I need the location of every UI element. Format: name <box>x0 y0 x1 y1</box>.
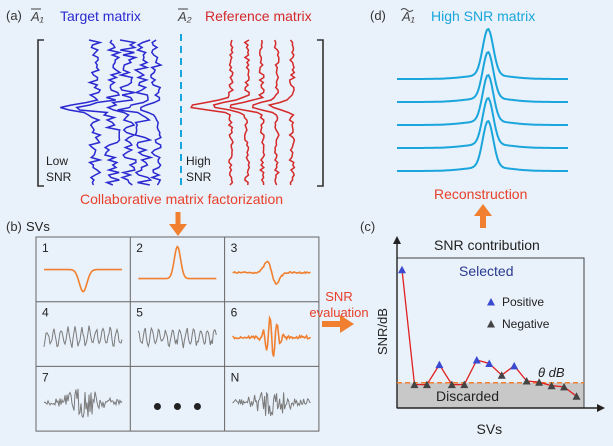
negative-point <box>422 380 431 389</box>
negative-point <box>560 382 569 391</box>
highsnr-trace <box>397 119 568 172</box>
panel-c-label: (c) <box>360 219 375 234</box>
down-arrow-head <box>169 224 187 236</box>
threshold-label: θ dB <box>538 365 565 380</box>
reconstruction-label: Reconstruction <box>434 186 527 202</box>
selected-label: Selected <box>459 263 513 279</box>
target-traces <box>60 39 164 186</box>
sv-trace <box>232 391 311 416</box>
factorization-label: Collaborative matrix factorization <box>80 191 283 207</box>
high-snr-label-1: High <box>186 154 211 168</box>
highsnr-title: High SNR matrix <box>431 8 535 24</box>
negative-point <box>522 377 531 385</box>
sv-trace <box>44 268 122 293</box>
y-axis-label: SNR/dB <box>375 308 390 355</box>
ellipsis-dot <box>153 403 161 411</box>
negative-point <box>535 378 544 386</box>
sv-trace <box>232 315 312 357</box>
highsnr-symbol-tilde <box>400 8 414 12</box>
target-trace <box>75 39 123 186</box>
panel-d-label: (d) <box>370 8 386 23</box>
panel-a-label: (a) <box>6 8 22 23</box>
sv-grid: 1 2 3 4 5 6 7 N <box>35 236 320 432</box>
reference-trace <box>190 39 235 186</box>
sv-grid-frame <box>35 236 320 432</box>
positive-point <box>397 265 406 274</box>
reference-trace <box>251 39 280 186</box>
target-symbol: A₁ <box>30 9 44 24</box>
positive-point <box>485 359 494 367</box>
low-snr-label-1: Low <box>46 154 68 168</box>
legend-positive-label: Positive <box>502 295 544 309</box>
sv-index-label: 6 <box>231 306 238 320</box>
negative-point <box>410 380 419 389</box>
positive-point <box>472 355 481 364</box>
positive-point <box>435 360 444 369</box>
highsnr-trace <box>397 27 568 80</box>
reference-symbol: A₂ <box>177 9 192 24</box>
reference-trace <box>229 39 266 186</box>
target-trace <box>140 39 164 186</box>
up-arrow-head <box>474 204 492 216</box>
sv-trace <box>43 388 123 419</box>
left-bracket <box>37 39 44 187</box>
snr-evaluation-label-1: SNR <box>325 289 352 304</box>
sv-trace <box>138 245 217 280</box>
sv-trace <box>43 325 123 348</box>
right-bracket <box>317 39 324 187</box>
x-axis-label: SVs <box>477 421 503 437</box>
legend-negative-label: Negative <box>502 317 550 331</box>
high-snr-label-2: SNR <box>186 170 212 184</box>
sv-index-label: 1 <box>42 241 49 255</box>
highsnr-trace <box>397 73 568 126</box>
right-arrow-head <box>340 315 354 333</box>
highsnr-traces <box>397 27 568 172</box>
y-axis-arrow <box>393 236 401 244</box>
sv-index-label: 2 <box>136 241 143 255</box>
reference-title: Reference matrix <box>205 8 312 24</box>
sv-trace <box>137 326 217 349</box>
sv-trace <box>232 260 311 285</box>
target-trace <box>117 39 154 186</box>
highsnr-trace <box>397 96 568 149</box>
negative-point <box>547 381 556 390</box>
reference-trace <box>212 39 251 186</box>
panel-b-label: (b) <box>6 219 22 234</box>
sv-index-label: 5 <box>136 306 143 320</box>
target-trace <box>105 39 139 186</box>
sv-index-label: N <box>231 370 240 384</box>
negative-point <box>572 392 581 400</box>
x-axis-arrow <box>597 404 605 412</box>
highsnr-trace <box>397 50 568 103</box>
sv-index-label: 3 <box>231 241 238 255</box>
positive-point <box>510 361 519 370</box>
sv-index-label: 7 <box>42 370 49 384</box>
sv-index-label: 4 <box>42 306 49 320</box>
target-title: Target matrix <box>60 8 141 24</box>
target-trace <box>60 39 103 186</box>
svs-title: SVs <box>26 219 50 234</box>
ellipsis-dot <box>193 403 201 411</box>
snr-chart: θ dB Selected Discarded Positive Negative SNR… <box>375 236 605 437</box>
snr-contribution-title: SNR contribution <box>434 237 540 253</box>
reference-traces <box>190 39 296 186</box>
reference-trace <box>267 39 296 186</box>
low-snr-label-2: SNR <box>46 170 72 184</box>
highsnr-symbol: A₁ <box>401 9 415 24</box>
snr-evaluation-label-2: evaluation <box>309 305 368 320</box>
negative-point <box>497 371 506 379</box>
ellipsis-dot <box>173 403 181 411</box>
legend-negative-marker <box>487 320 495 328</box>
discarded-label: Discarded <box>436 388 499 404</box>
legend-positive-marker <box>487 298 495 306</box>
negative-point <box>447 380 456 389</box>
negative-point <box>460 380 469 389</box>
